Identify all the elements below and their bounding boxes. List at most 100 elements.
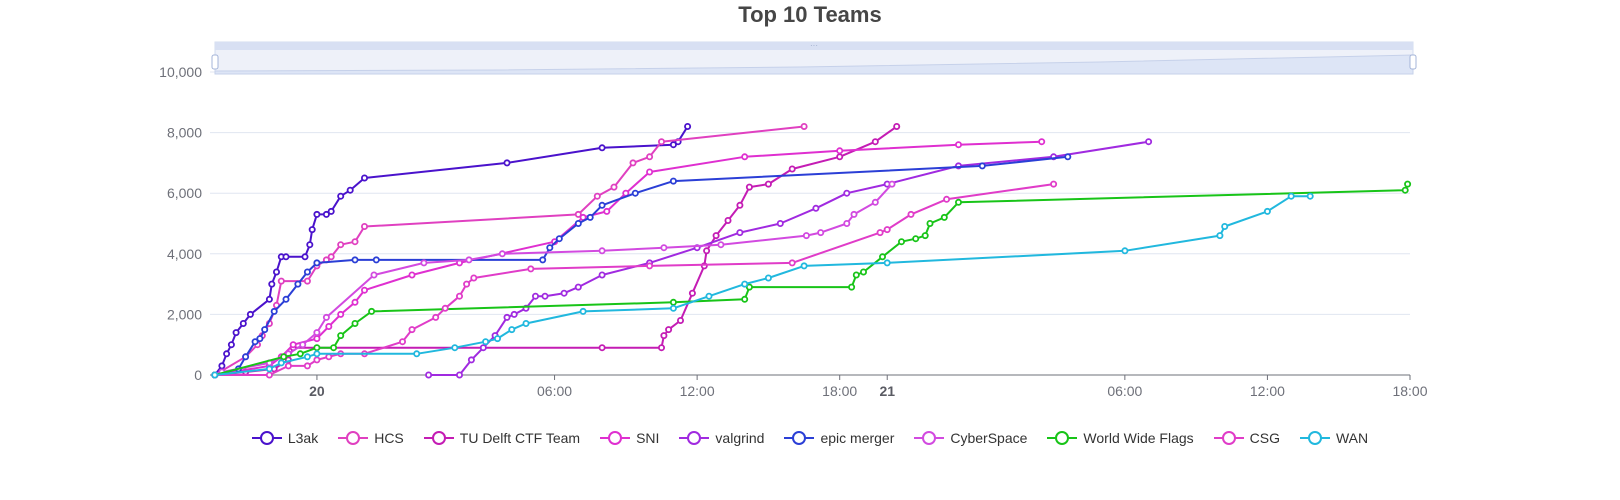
data-point[interactable] — [360, 222, 368, 230]
series-line[interactable] — [428, 140, 1149, 376]
data-point[interactable] — [1145, 138, 1153, 146]
data-point[interactable] — [284, 362, 292, 370]
data-point[interactable] — [282, 253, 290, 261]
data-point[interactable] — [843, 219, 851, 227]
data-point[interactable] — [593, 192, 601, 200]
data-point[interactable] — [658, 138, 666, 146]
data-point[interactable] — [1121, 247, 1129, 255]
data-point[interactable] — [669, 298, 677, 306]
data-point[interactable] — [677, 316, 685, 324]
data-point[interactable] — [268, 280, 276, 288]
data-point[interactable] — [470, 274, 478, 282]
data-point[interactable] — [610, 183, 618, 191]
data-point[interactable] — [360, 174, 368, 182]
data-point[interactable] — [313, 329, 321, 337]
data-point[interactable] — [232, 329, 240, 337]
data-point[interactable] — [978, 162, 986, 170]
series-line[interactable] — [214, 183, 1054, 376]
datazoom-slider[interactable]: ··· — [211, 41, 1417, 75]
data-point[interactable] — [598, 271, 606, 279]
series-world-wide-flags[interactable] — [211, 180, 1412, 379]
data-point[interactable] — [313, 344, 321, 352]
data-point[interactable] — [303, 268, 311, 276]
data-point[interactable] — [351, 256, 359, 264]
data-point[interactable] — [788, 165, 796, 173]
data-point[interactable] — [239, 319, 247, 327]
data-point[interactable] — [921, 232, 929, 240]
data-point[interactable] — [1038, 138, 1046, 146]
data-point[interactable] — [684, 123, 692, 131]
data-point[interactable] — [541, 292, 549, 300]
data-point[interactable] — [658, 344, 666, 352]
data-point[interactable] — [451, 344, 459, 352]
data-point[interactable] — [337, 241, 345, 249]
data-point[interactable] — [912, 235, 920, 243]
data-point[interactable] — [261, 326, 269, 334]
data-point[interactable] — [907, 210, 915, 218]
data-point[interactable] — [360, 286, 368, 294]
data-point[interactable] — [764, 180, 772, 188]
data-point[interactable] — [579, 307, 587, 315]
data-point[interactable] — [498, 250, 506, 258]
data-point[interactable] — [764, 274, 772, 282]
data-point[interactable] — [1263, 207, 1271, 215]
data-point[interactable] — [441, 304, 449, 312]
data-point[interactable] — [705, 292, 713, 300]
legend-item-sni[interactable]: SNI — [600, 430, 659, 446]
data-point[interactable] — [943, 195, 951, 203]
series-line[interactable] — [214, 140, 1042, 376]
data-point[interactable] — [313, 210, 321, 218]
data-point[interactable] — [574, 210, 582, 218]
data-point[interactable] — [883, 226, 891, 234]
legend-item-l3ak[interactable]: L3ak — [251, 430, 318, 446]
data-point[interactable] — [522, 319, 530, 327]
data-point[interactable] — [800, 262, 808, 270]
data-point[interactable] — [660, 332, 668, 340]
data-point[interactable] — [306, 241, 314, 249]
data-point[interactable] — [294, 280, 302, 288]
data-point[interactable] — [1064, 153, 1072, 161]
data-point[interactable] — [425, 371, 433, 379]
data-point[interactable] — [788, 259, 796, 267]
data-point[interactable] — [463, 280, 471, 288]
data-point[interactable] — [432, 313, 440, 321]
data-point[interactable] — [843, 189, 851, 197]
data-point[interactable] — [724, 216, 732, 224]
data-point[interactable] — [510, 310, 518, 318]
data-point[interactable] — [277, 359, 285, 367]
data-point[interactable] — [503, 313, 511, 321]
data-point[interactable] — [598, 344, 606, 352]
data-point[interactable] — [717, 241, 725, 249]
data-point[interactable] — [688, 289, 696, 297]
data-point[interactable] — [303, 353, 311, 361]
data-point[interactable] — [308, 226, 316, 234]
data-point[interactable] — [703, 247, 711, 255]
data-point[interactable] — [603, 207, 611, 215]
data-point[interactable] — [211, 371, 219, 379]
data-point[interactable] — [745, 183, 753, 191]
data-point[interactable] — [479, 344, 487, 352]
datazoom-selected-range[interactable] — [215, 42, 1413, 50]
data-point[interactable] — [351, 238, 359, 246]
data-point[interactable] — [955, 141, 963, 149]
data-point[interactable] — [879, 253, 887, 261]
series-wan[interactable] — [211, 192, 1314, 379]
data-point[interactable] — [280, 353, 288, 361]
data-point[interactable] — [574, 283, 582, 291]
legend-item-wan[interactable]: WAN — [1299, 430, 1368, 446]
data-point[interactable] — [669, 304, 677, 312]
data-point[interactable] — [303, 277, 311, 285]
data-point[interactable] — [346, 186, 354, 194]
data-point[interactable] — [745, 283, 753, 291]
data-point[interactable] — [408, 271, 416, 279]
legend-item-epic-merger[interactable]: epic merger — [784, 430, 894, 446]
data-point[interactable] — [265, 295, 273, 303]
data-point[interactable] — [218, 362, 226, 370]
data-point[interactable] — [1404, 180, 1412, 188]
data-point[interactable] — [669, 177, 677, 185]
data-point[interactable] — [736, 229, 744, 237]
data-point[interactable] — [741, 295, 749, 303]
data-point[interactable] — [629, 159, 637, 167]
data-point[interactable] — [598, 144, 606, 152]
data-point[interactable] — [1221, 222, 1229, 230]
